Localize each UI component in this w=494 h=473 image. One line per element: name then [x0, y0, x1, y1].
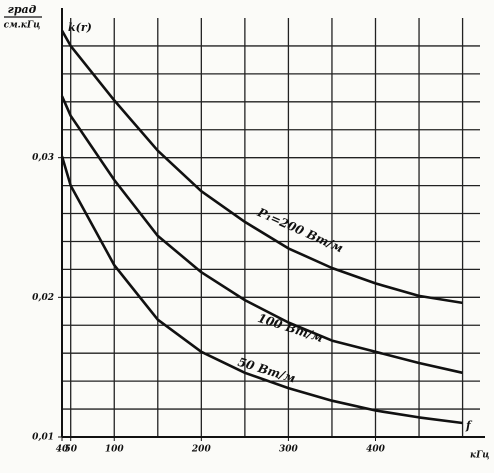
- x-tick-label: 400: [366, 445, 386, 455]
- y-tick-label: 0,02: [32, 293, 54, 303]
- y-axis-unit-bottom: см.кГц: [4, 21, 41, 31]
- x-tick-label: 50: [64, 445, 77, 455]
- y-axis-symbol: k(r): [68, 21, 92, 34]
- x-tick-label: 300: [279, 445, 299, 455]
- curve-label: 100 Вт/м: [256, 311, 325, 345]
- x-axis-symbol: f: [465, 419, 473, 432]
- y-axis-unit-top: град: [8, 3, 37, 16]
- curve: [60, 155, 463, 425]
- y-tick-label: 0,01: [32, 433, 54, 443]
- x-tick-label: 200: [191, 445, 212, 455]
- x-axis-unit: кГц: [470, 451, 490, 461]
- curve: [60, 95, 463, 375]
- y-tick-label: 0,03: [32, 153, 54, 163]
- x-tick-label: 100: [105, 445, 125, 455]
- curve: [60, 29, 463, 305]
- x-tick-label: 40: [56, 445, 69, 455]
